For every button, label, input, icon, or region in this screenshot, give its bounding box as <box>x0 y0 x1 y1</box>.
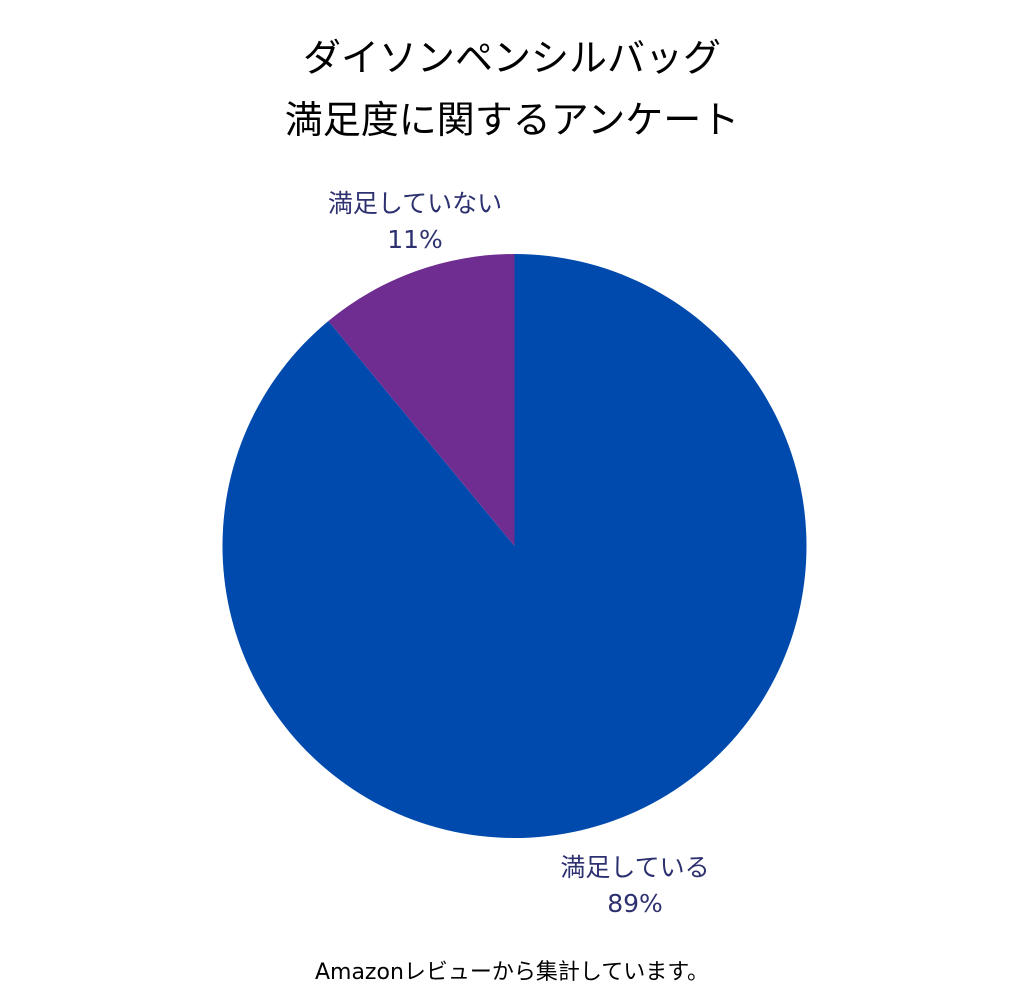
slice-label-unsatisfied-value: 11% <box>387 225 443 254</box>
slice-label-unsatisfied-name: 満足していない <box>327 189 503 218</box>
chart-title-line-2: 満足度に関するアンケート <box>284 98 740 142</box>
slice-label-satisfied-name: 満足している <box>560 853 710 882</box>
chart-footnote: Amazonレビューから集計しています。 <box>314 960 710 985</box>
slice-label-satisfied-value: 89% <box>607 889 663 918</box>
pie-slice-unsatisfied <box>328 254 515 546</box>
slice-label-unsatisfied: 満足していない 11% <box>280 186 550 258</box>
slice-label-satisfied: 満足している 89% <box>500 850 770 922</box>
chart-title-line-1: ダイソンペンシルバッグ <box>302 36 721 80</box>
